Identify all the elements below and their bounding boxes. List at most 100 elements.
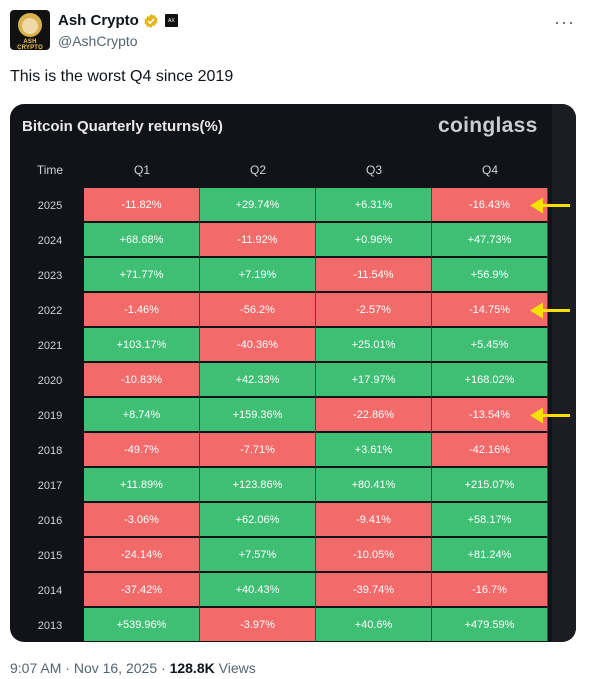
table-row: 2014 -37.42% +40.43% -39.74% -16.7%: [16, 573, 548, 608]
return-cell-q2: +123.86%: [200, 468, 316, 503]
return-cell-q4: -16.43%: [432, 188, 548, 223]
column-header-q2: Q2: [249, 163, 266, 177]
tweet-date[interactable]: Nov 16, 2025: [73, 660, 158, 676]
return-cell-q2: +7.19%: [200, 258, 316, 293]
year-label: 2024: [37, 234, 63, 247]
return-cell-q2: -40.36%: [200, 328, 316, 363]
return-cell-q2: -11.92%: [200, 223, 316, 258]
footer-separator: ·: [65, 660, 70, 676]
year-label: 2025: [37, 199, 63, 212]
return-cell-q4: -42.16%: [432, 433, 548, 468]
chart-title: Bitcoin Quarterly returns(%): [22, 118, 223, 135]
verified-badge-icon: [144, 13, 158, 28]
return-cell-q3: +17.97%: [316, 363, 432, 398]
year-label: 2019: [37, 409, 63, 422]
table-row: 2017 +11.89% +123.86% +80.41% +215.07%: [16, 468, 548, 503]
return-cell-q2: -7.71%: [200, 433, 316, 468]
tweet-time[interactable]: 9:07 AM: [10, 660, 62, 676]
return-cell-q1: +8.74%: [84, 398, 200, 433]
returns-table: Time Q1 Q2 Q3 Q4 2025 -11.82% +29.74% +6.31…: [16, 152, 548, 642]
return-cell-q3: +6.31%: [316, 188, 432, 223]
return-cell-q4: -16.7%: [432, 573, 548, 608]
return-cell-q2: -56.2%: [200, 293, 316, 328]
tweet-text: This is the worst Q4 since 2019: [10, 68, 234, 85]
year-label: 2022: [37, 304, 63, 317]
return-cell-q2: +159.36%: [200, 398, 316, 433]
year-label: 2023: [37, 269, 63, 282]
return-cell-q2: +40.43%: [200, 573, 316, 608]
return-cell-q1: -49.7%: [84, 433, 200, 468]
return-cell-q2: +29.74%: [200, 188, 316, 223]
return-cell-q1: -37.42%: [84, 573, 200, 608]
table-row: 2018 -49.7% -7.71% +3.61% -42.16%: [16, 433, 548, 468]
year-label: 2016: [37, 514, 63, 527]
avatar-brand-text: ASH CRYPTO: [17, 39, 43, 50]
media-right-strip: [552, 104, 576, 642]
more-options-icon[interactable]: ···: [554, 12, 575, 32]
return-cell-q1: -3.06%: [84, 503, 200, 538]
return-cell-q1: +71.77%: [84, 258, 200, 293]
coinglass-logo: coinglass: [438, 114, 538, 137]
author-handle[interactable]: @AshCrypto: [58, 33, 138, 49]
year-label: 2013: [37, 619, 63, 632]
return-cell-q3: +80.41%: [316, 468, 432, 503]
return-cell-q1: +68.68%: [84, 223, 200, 258]
footer-separator: ·: [161, 660, 166, 676]
avatar[interactable]: ASH CRYPTO: [10, 10, 50, 50]
return-cell-q4: -13.54%: [432, 398, 548, 433]
tweet-media-chart[interactable]: Bitcoin Quarterly returns(%) coinglass T…: [10, 104, 576, 642]
tweet-footer: 9:07 AM · Nov 16, 2025 · 128.8K Views: [10, 660, 256, 676]
return-cell-q3: +40.6%: [316, 608, 432, 642]
table-row: 2023 +71.77% +7.19% -11.54% +56.9%: [16, 258, 548, 293]
return-cell-q4: +56.9%: [432, 258, 548, 293]
return-cell-q1: -24.14%: [84, 538, 200, 573]
return-cell-q4: +168.02%: [432, 363, 548, 398]
views-label: Views: [218, 660, 256, 676]
return-cell-q3: -2.57%: [316, 293, 432, 328]
column-header-q1: Q1: [133, 163, 150, 177]
return-cell-q4: +215.07%: [432, 468, 548, 503]
table-row: 2025 -11.82% +29.74% +6.31% -16.43%: [16, 188, 548, 223]
table-row: 2016 -3.06% +62.06% -9.41% +58.17%: [16, 503, 548, 538]
year-label: 2015: [37, 549, 63, 562]
return-cell-q3: +25.01%: [316, 328, 432, 363]
table-row: 2013 +539.96% -3.97% +40.6% +479.59%: [16, 608, 548, 642]
return-cell-q2: +62.06%: [200, 503, 316, 538]
return-cell-q1: +103.17%: [84, 328, 200, 363]
column-header-q4: Q4: [481, 163, 498, 177]
year-label: 2020: [37, 374, 63, 387]
views-count: 128.8K: [169, 660, 215, 676]
return-cell-q2: +42.33%: [200, 363, 316, 398]
avatar-face: [22, 18, 38, 34]
return-cell-q4: +5.45%: [432, 328, 548, 363]
return-cell-q3: -39.74%: [316, 573, 432, 608]
author-name[interactable]: Ash Crypto: [58, 12, 139, 29]
table-row: 2020 -10.83% +42.33% +17.97% +168.02%: [16, 363, 548, 398]
year-label: 2018: [37, 444, 63, 457]
return-cell-q3: -11.54%: [316, 258, 432, 293]
affiliate-badge-icon[interactable]: AX: [164, 14, 178, 27]
table-row: 2022 -1.46% -56.2% -2.57% -14.75%: [16, 293, 548, 328]
return-cell-q3: -22.86%: [316, 398, 432, 433]
table-header-row: Time Q1 Q2 Q3 Q4: [16, 152, 548, 188]
table-row: 2019 +8.74% +159.36% -22.86% -13.54%: [16, 398, 548, 433]
year-label: 2014: [37, 584, 63, 597]
return-cell-q3: -9.41%: [316, 503, 432, 538]
table-row: 2024 +68.68% -11.92% +0.96% +47.73%: [16, 223, 548, 258]
return-cell-q3: +3.61%: [316, 433, 432, 468]
return-cell-q4: +47.73%: [432, 223, 548, 258]
return-cell-q1: +539.96%: [84, 608, 200, 642]
return-cell-q4: +81.24%: [432, 538, 548, 573]
return-cell-q2: +7.57%: [200, 538, 316, 573]
return-cell-q4: +58.17%: [432, 503, 548, 538]
table-row: 2015 -24.14% +7.57% -10.05% +81.24%: [16, 538, 548, 573]
return-cell-q4: -14.75%: [432, 293, 548, 328]
author-name-row: Ash Crypto AX: [58, 12, 178, 29]
table-row: 2021 +103.17% -40.36% +25.01% +5.45%: [16, 328, 548, 363]
return-cell-q1: -11.82%: [84, 188, 200, 223]
column-header-time: Time: [36, 163, 64, 177]
return-cell-q1: +11.89%: [84, 468, 200, 503]
return-cell-q3: +0.96%: [316, 223, 432, 258]
year-label: 2021: [37, 339, 63, 352]
column-header-q3: Q3: [365, 163, 382, 177]
